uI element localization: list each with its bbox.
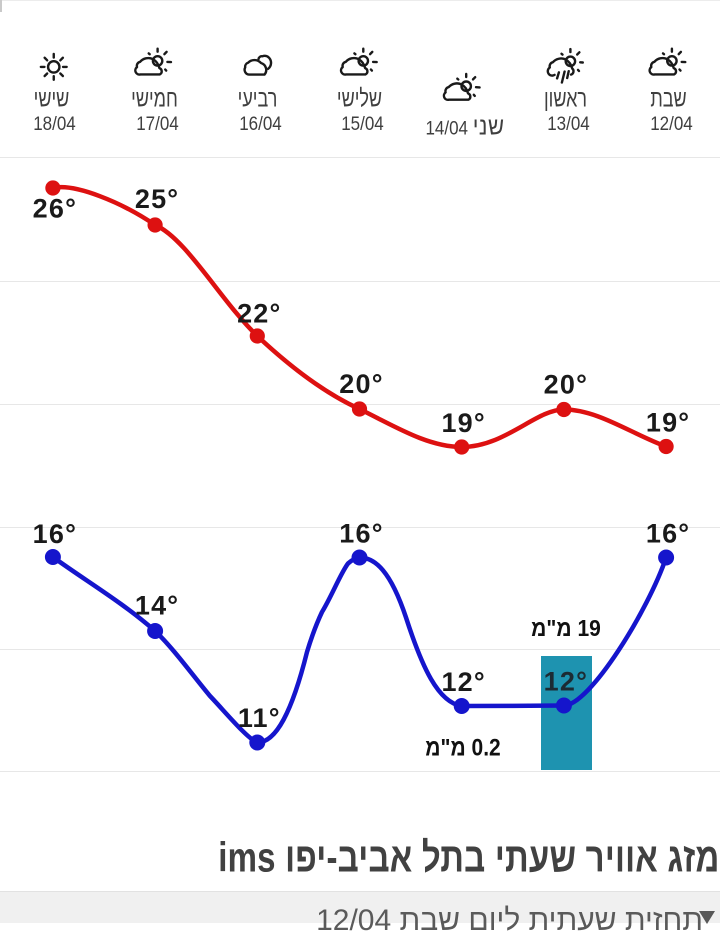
svg-text:11°: 11° [238, 703, 281, 733]
svg-text:16°: 16° [33, 519, 77, 549]
svg-text:14°: 14° [135, 591, 179, 621]
svg-text:16°: 16° [339, 519, 383, 549]
svg-text:20°: 20° [339, 369, 383, 399]
svg-text:25°: 25° [135, 184, 179, 214]
svg-text:22°: 22° [237, 299, 281, 329]
svg-text:26°: 26° [33, 194, 77, 224]
svg-text:20°: 20° [544, 370, 588, 400]
svg-text:19°: 19° [441, 408, 485, 438]
svg-text:12°: 12° [544, 667, 588, 697]
svg-text:16°: 16° [646, 519, 690, 549]
svg-text:19°: 19° [646, 408, 690, 438]
svg-text:12°: 12° [441, 667, 485, 697]
